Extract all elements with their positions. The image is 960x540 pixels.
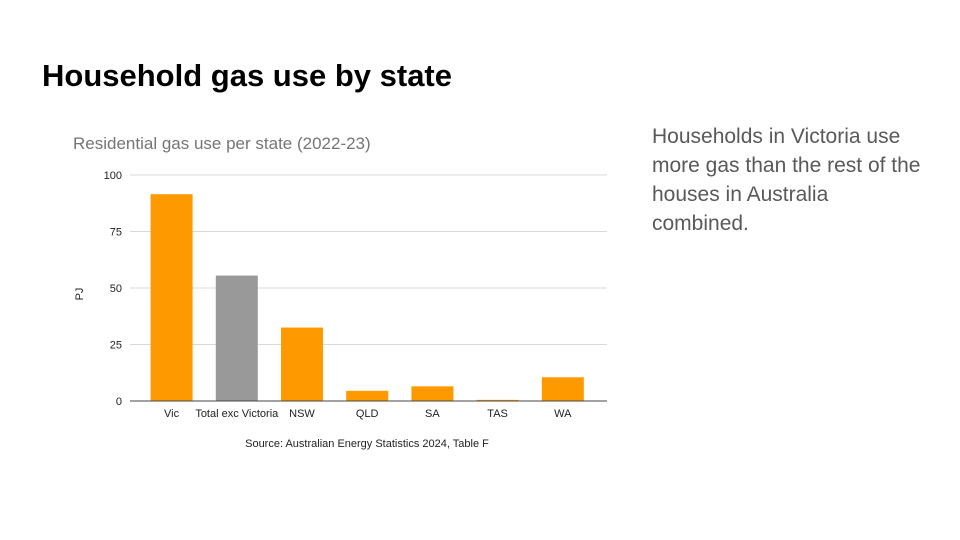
y-tick-label: 0 <box>116 396 122 408</box>
x-tick-label: WA <box>554 408 572 420</box>
callout-text: Households in Victoria use more gas than… <box>652 125 921 235</box>
bars <box>150 194 584 401</box>
x-tick-label: Total exc Victoria <box>195 408 279 420</box>
y-tick-label: 75 <box>110 227 122 239</box>
x-tick-label: QLD <box>356 408 379 420</box>
x-tick-label: TAS <box>487 408 508 420</box>
x-axis-title: Source: Australian Energy Statistics 202… <box>245 438 489 450</box>
x-tick-label: Vic <box>164 408 180 420</box>
y-tick-label: 50 <box>110 283 122 295</box>
chart-title: Residential gas use per state (2022-23) <box>73 134 371 153</box>
bar-tas <box>476 399 519 401</box>
bar-sa <box>411 386 454 401</box>
bar-wa <box>541 377 584 401</box>
y-axis-title: PJ <box>74 288 86 301</box>
bar-qld <box>346 390 389 401</box>
bar-nsw <box>281 327 323 401</box>
x-tick-label: SA <box>425 408 440 420</box>
x-tick-label: NSW <box>289 408 315 420</box>
slide-title: Household gas use by state <box>42 58 452 93</box>
bar-total-exc-victoria <box>215 275 258 401</box>
y-tick-label: 25 <box>110 340 122 352</box>
y-tick-label: 100 <box>104 170 122 182</box>
bar-vic <box>150 194 193 401</box>
gridlines <box>130 174 607 345</box>
bar-chart: 0 25 50 75 100 Vic Total exc Victoria NSW QLD SA T… <box>74 170 607 450</box>
axis-labels: 0 25 50 75 100 Vic Total exc Victoria NSW QLD SA T… <box>104 170 572 420</box>
